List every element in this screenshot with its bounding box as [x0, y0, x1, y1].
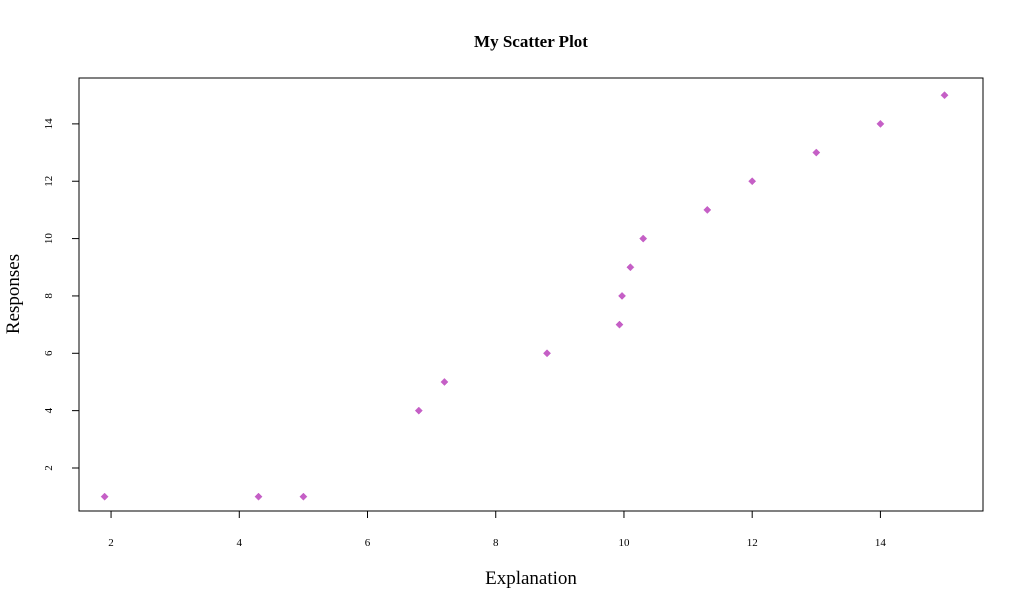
- y-tick-label: 4: [43, 407, 55, 413]
- data-point: [812, 148, 821, 157]
- data-point: [748, 177, 757, 186]
- x-tick-label: 10: [618, 537, 630, 549]
- x-tick-label: 12: [747, 537, 758, 549]
- y-tick-label: 12: [43, 176, 55, 187]
- data-point: [414, 406, 423, 415]
- data-point: [639, 234, 648, 243]
- data-point: [940, 91, 949, 100]
- y-tick-label: 14: [43, 118, 55, 130]
- data-points: [100, 91, 949, 501]
- x-axis: 2 4 6 8 10 12 14: [108, 511, 886, 549]
- chart-title: My Scatter Plot: [474, 32, 588, 51]
- data-point: [703, 205, 712, 214]
- y-tick-label: 2: [43, 465, 55, 471]
- y-tick-label: 10: [43, 233, 55, 245]
- x-tick-label: 4: [237, 537, 243, 549]
- data-point: [440, 378, 449, 386]
- x-axis-label: Explanation: [485, 568, 577, 589]
- x-tick-label: 14: [875, 537, 887, 549]
- y-tick-label: 6: [43, 350, 55, 356]
- y-tick-label: 8: [43, 293, 55, 299]
- data-point: [100, 492, 109, 501]
- data-point: [254, 492, 263, 501]
- data-point: [618, 291, 626, 300]
- data-point: [876, 119, 885, 128]
- data-point: [299, 492, 308, 501]
- x-tick-label: 2: [108, 537, 114, 549]
- x-tick-label: 8: [493, 537, 499, 549]
- y-axis-label: Responses: [3, 254, 24, 334]
- data-point: [615, 320, 624, 329]
- y-axis: 2 4 6 8 10 12 14: [43, 118, 79, 471]
- data-point: [543, 349, 551, 358]
- x-tick-label: 6: [365, 537, 371, 549]
- data-point: [626, 263, 635, 272]
- plot-frame: [78, 77, 984, 512]
